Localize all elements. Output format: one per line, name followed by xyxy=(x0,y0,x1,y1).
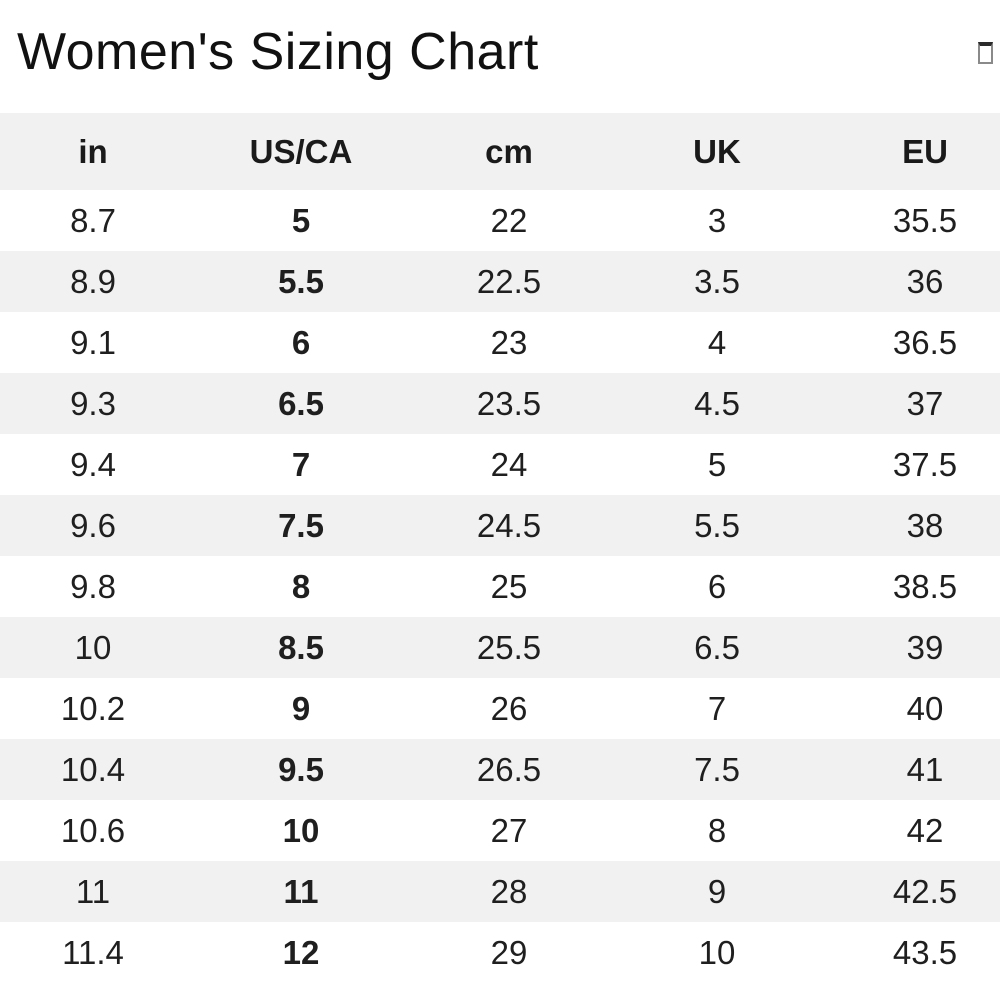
table-head: in US/CA cm UK EU xyxy=(0,113,1000,190)
table-cell: 10 xyxy=(698,933,736,971)
table-row: 8.7 5 22 3 35.5 xyxy=(0,190,1000,251)
table-cell: 4.5 xyxy=(694,384,740,422)
table-cell: 23 xyxy=(490,323,528,361)
table-row: 10.6 10 27 8 42 xyxy=(0,800,1000,861)
table-cell: 22.5 xyxy=(476,262,542,300)
table-cell: 39 xyxy=(906,628,944,666)
table-cell: 10.6 xyxy=(60,811,126,849)
table-cell: 24 xyxy=(490,445,528,483)
table-cell: 9.3 xyxy=(70,384,116,422)
table-cell: 5.5 xyxy=(694,506,740,544)
table-row: 9.8 8 25 6 38.5 xyxy=(0,556,1000,617)
table-row: 8.9 5.5 22.5 3.5 36 xyxy=(0,251,1000,312)
table-cell: 9.6 xyxy=(70,506,116,544)
table-cell: 9 xyxy=(707,872,727,910)
table-cell: 22 xyxy=(490,201,528,239)
table-row: 9.3 6.5 23.5 4.5 37 xyxy=(0,373,1000,434)
table-cell: 10 xyxy=(74,628,112,666)
header: Women's Sizing Chart xyxy=(0,0,1000,113)
column-header: in xyxy=(0,113,197,190)
table-cell: 5 xyxy=(707,445,727,483)
table-cell: 26 xyxy=(490,689,528,727)
table-cell: 36.5 xyxy=(892,323,958,361)
header-row: in US/CA cm UK EU xyxy=(0,113,1000,190)
table-cell: 37 xyxy=(906,384,944,422)
table-cell: 29 xyxy=(490,933,528,971)
table-row: 10 8.5 25.5 6.5 39 xyxy=(0,617,1000,678)
table-cell: 8 xyxy=(707,811,727,849)
table-cell: 11.4 xyxy=(62,933,124,971)
square-outline-icon[interactable] xyxy=(978,42,993,64)
table-cell: 9.4 xyxy=(70,445,116,483)
table-cell: 7.5 xyxy=(278,506,324,544)
table-cell: 11 xyxy=(283,872,319,910)
table-row: 9.6 7.5 24.5 5.5 38 xyxy=(0,495,1000,556)
table-cell: 36 xyxy=(906,262,944,300)
table-row: 11 11 28 9 42.5 xyxy=(0,861,1000,922)
table-row: 10.4 9.5 26.5 7.5 41 xyxy=(0,739,1000,800)
table-cell: 12 xyxy=(282,933,320,971)
page-title: Women's Sizing Chart xyxy=(17,23,539,81)
table-cell: 11 xyxy=(75,872,111,910)
table-body: 8.7 5 22 3 35.5 8.9 5.5 22.5 3.5 36 9.1 6 23 4 36.5 9.3… xyxy=(0,190,1000,983)
table-cell: 6.5 xyxy=(278,384,324,422)
table-cell: 37.5 xyxy=(892,445,958,483)
table-cell: 6.5 xyxy=(694,628,740,666)
table-cell: 3.5 xyxy=(694,262,740,300)
table-cell: 7 xyxy=(291,445,311,483)
table-row: 11.4 12 29 10 43.5 xyxy=(0,922,1000,983)
table-cell: 10.4 xyxy=(60,750,126,788)
table-cell: 27 xyxy=(490,811,528,849)
table-cell: 40 xyxy=(906,689,944,727)
table-cell: 35.5 xyxy=(892,201,958,239)
sizing-table-container: in US/CA cm UK EU 8.7 5 22 3 35.5 8.9 5.5 22.5 3.5 36… xyxy=(0,113,1000,983)
table-cell: 42 xyxy=(906,811,944,849)
table-cell: 5.5 xyxy=(278,262,324,300)
sizing-table: in US/CA cm UK EU 8.7 5 22 3 35.5 8.9 5.5 22.5 3.5 36… xyxy=(0,113,1000,983)
table-cell: 38.5 xyxy=(892,567,958,605)
table-cell: 9 xyxy=(291,689,311,727)
table-cell: 9.8 xyxy=(70,567,116,605)
table-row: 9.4 7 24 5 37.5 xyxy=(0,434,1000,495)
table-cell: 8.7 xyxy=(70,201,116,239)
table-cell: 41 xyxy=(906,750,944,788)
column-header: EU xyxy=(821,113,1000,190)
table-cell: 43.5 xyxy=(892,933,958,971)
table-cell: 10.2 xyxy=(60,689,126,727)
table-cell: 38 xyxy=(906,506,944,544)
table-cell: 5 xyxy=(291,201,311,239)
table-cell: 8.9 xyxy=(70,262,116,300)
table-row: 10.2 9 26 7 40 xyxy=(0,678,1000,739)
table-cell: 9.5 xyxy=(278,750,324,788)
table-cell: 25.5 xyxy=(476,628,542,666)
table-cell: 9.1 xyxy=(70,323,116,361)
table-cell: 25 xyxy=(490,567,528,605)
table-cell: 4 xyxy=(707,323,727,361)
table-cell: 3 xyxy=(707,201,727,239)
table-cell: 10 xyxy=(282,811,320,849)
table-cell: 26.5 xyxy=(476,750,542,788)
table-cell: 6 xyxy=(291,323,311,361)
table-cell: 28 xyxy=(490,872,528,910)
table-cell: 24.5 xyxy=(476,506,542,544)
table-cell: 8.5 xyxy=(278,628,324,666)
column-header: US/CA xyxy=(197,113,405,190)
table-cell: 8 xyxy=(291,567,311,605)
table-cell: 7 xyxy=(707,689,727,727)
table-row: 9.1 6 23 4 36.5 xyxy=(0,312,1000,373)
column-header: cm xyxy=(405,113,613,190)
table-cell: 42.5 xyxy=(892,872,958,910)
table-cell: 7.5 xyxy=(694,750,740,788)
column-header: UK xyxy=(613,113,821,190)
table-cell: 6 xyxy=(707,567,727,605)
table-cell: 23.5 xyxy=(476,384,542,422)
